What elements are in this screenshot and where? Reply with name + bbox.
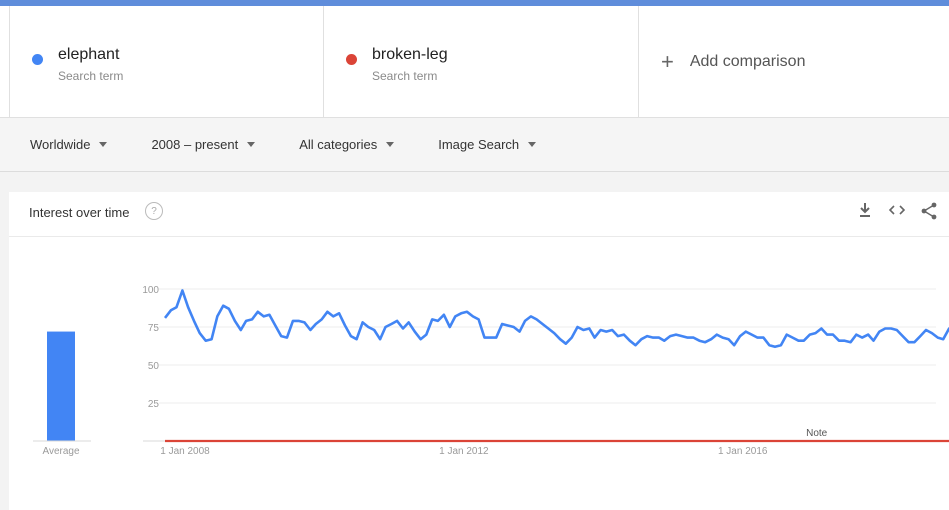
search-term-type: Search term xyxy=(372,69,438,83)
chevron-down-icon xyxy=(99,142,108,147)
card-title: Interest over time xyxy=(29,205,130,220)
x-tick-label: 1 Jan 2016 xyxy=(718,446,768,457)
y-tick-label: 75 xyxy=(148,323,160,334)
embed-icon[interactable] xyxy=(887,202,907,222)
search-term-broken-leg[interactable]: broken-leg Search term xyxy=(324,6,639,117)
search-term-name: broken-leg xyxy=(372,46,448,63)
time-range-filter[interactable]: 2008 – present xyxy=(151,137,256,152)
filter-bar: Worldwide 2008 – present All categories … xyxy=(0,118,949,172)
series-color-dot xyxy=(32,54,43,65)
average-label: Average xyxy=(42,446,80,457)
comparison-bar: elephant Search term broken-leg Search t… xyxy=(0,6,949,118)
region-filter[interactable]: Worldwide xyxy=(30,137,108,152)
interest-over-time-card: Interest over time ? 100 75 50 25 1 Jan 2008… xyxy=(9,192,949,510)
add-comparison-button[interactable]: + Add comparison xyxy=(639,6,949,117)
interest-chart: 100 75 50 25 1 Jan 2008 1 Jan 2012 1 Jan 2016 A… xyxy=(33,285,949,457)
y-tick-label: 50 xyxy=(148,361,160,372)
series-color-dot xyxy=(346,54,357,65)
download-icon[interactable] xyxy=(855,202,875,222)
chevron-down-icon xyxy=(386,142,395,147)
x-tick-label: 1 Jan 2008 xyxy=(160,446,210,457)
top-accent-bar xyxy=(0,0,949,6)
search-term-type: Search term xyxy=(58,69,124,83)
search-type-filter[interactable]: Image Search xyxy=(438,137,537,152)
card-header: Interest over time ? xyxy=(9,192,949,237)
filter-label: 2008 – present xyxy=(151,137,239,152)
x-tick-label: 1 Jan 2012 xyxy=(439,446,489,457)
search-term-elephant[interactable]: elephant Search term xyxy=(9,6,324,117)
y-tick-label: 25 xyxy=(148,399,160,410)
plus-icon: + xyxy=(661,48,674,74)
chevron-down-icon xyxy=(528,142,537,147)
share-icon[interactable] xyxy=(919,202,939,222)
filter-label: Worldwide xyxy=(30,137,91,152)
add-comparison-label: Add comparison xyxy=(689,52,806,70)
category-filter[interactable]: All categories xyxy=(299,137,395,152)
help-icon[interactable]: ? xyxy=(145,202,163,220)
average-bar-elephant xyxy=(47,331,75,441)
y-tick-label: 100 xyxy=(142,285,159,296)
series-line-elephant xyxy=(163,289,949,349)
note-annotation: Note xyxy=(806,428,828,439)
filter-label: Image Search xyxy=(438,137,520,152)
chevron-down-icon xyxy=(247,142,256,147)
filter-label: All categories xyxy=(299,137,378,152)
search-term-name: elephant xyxy=(58,46,120,63)
